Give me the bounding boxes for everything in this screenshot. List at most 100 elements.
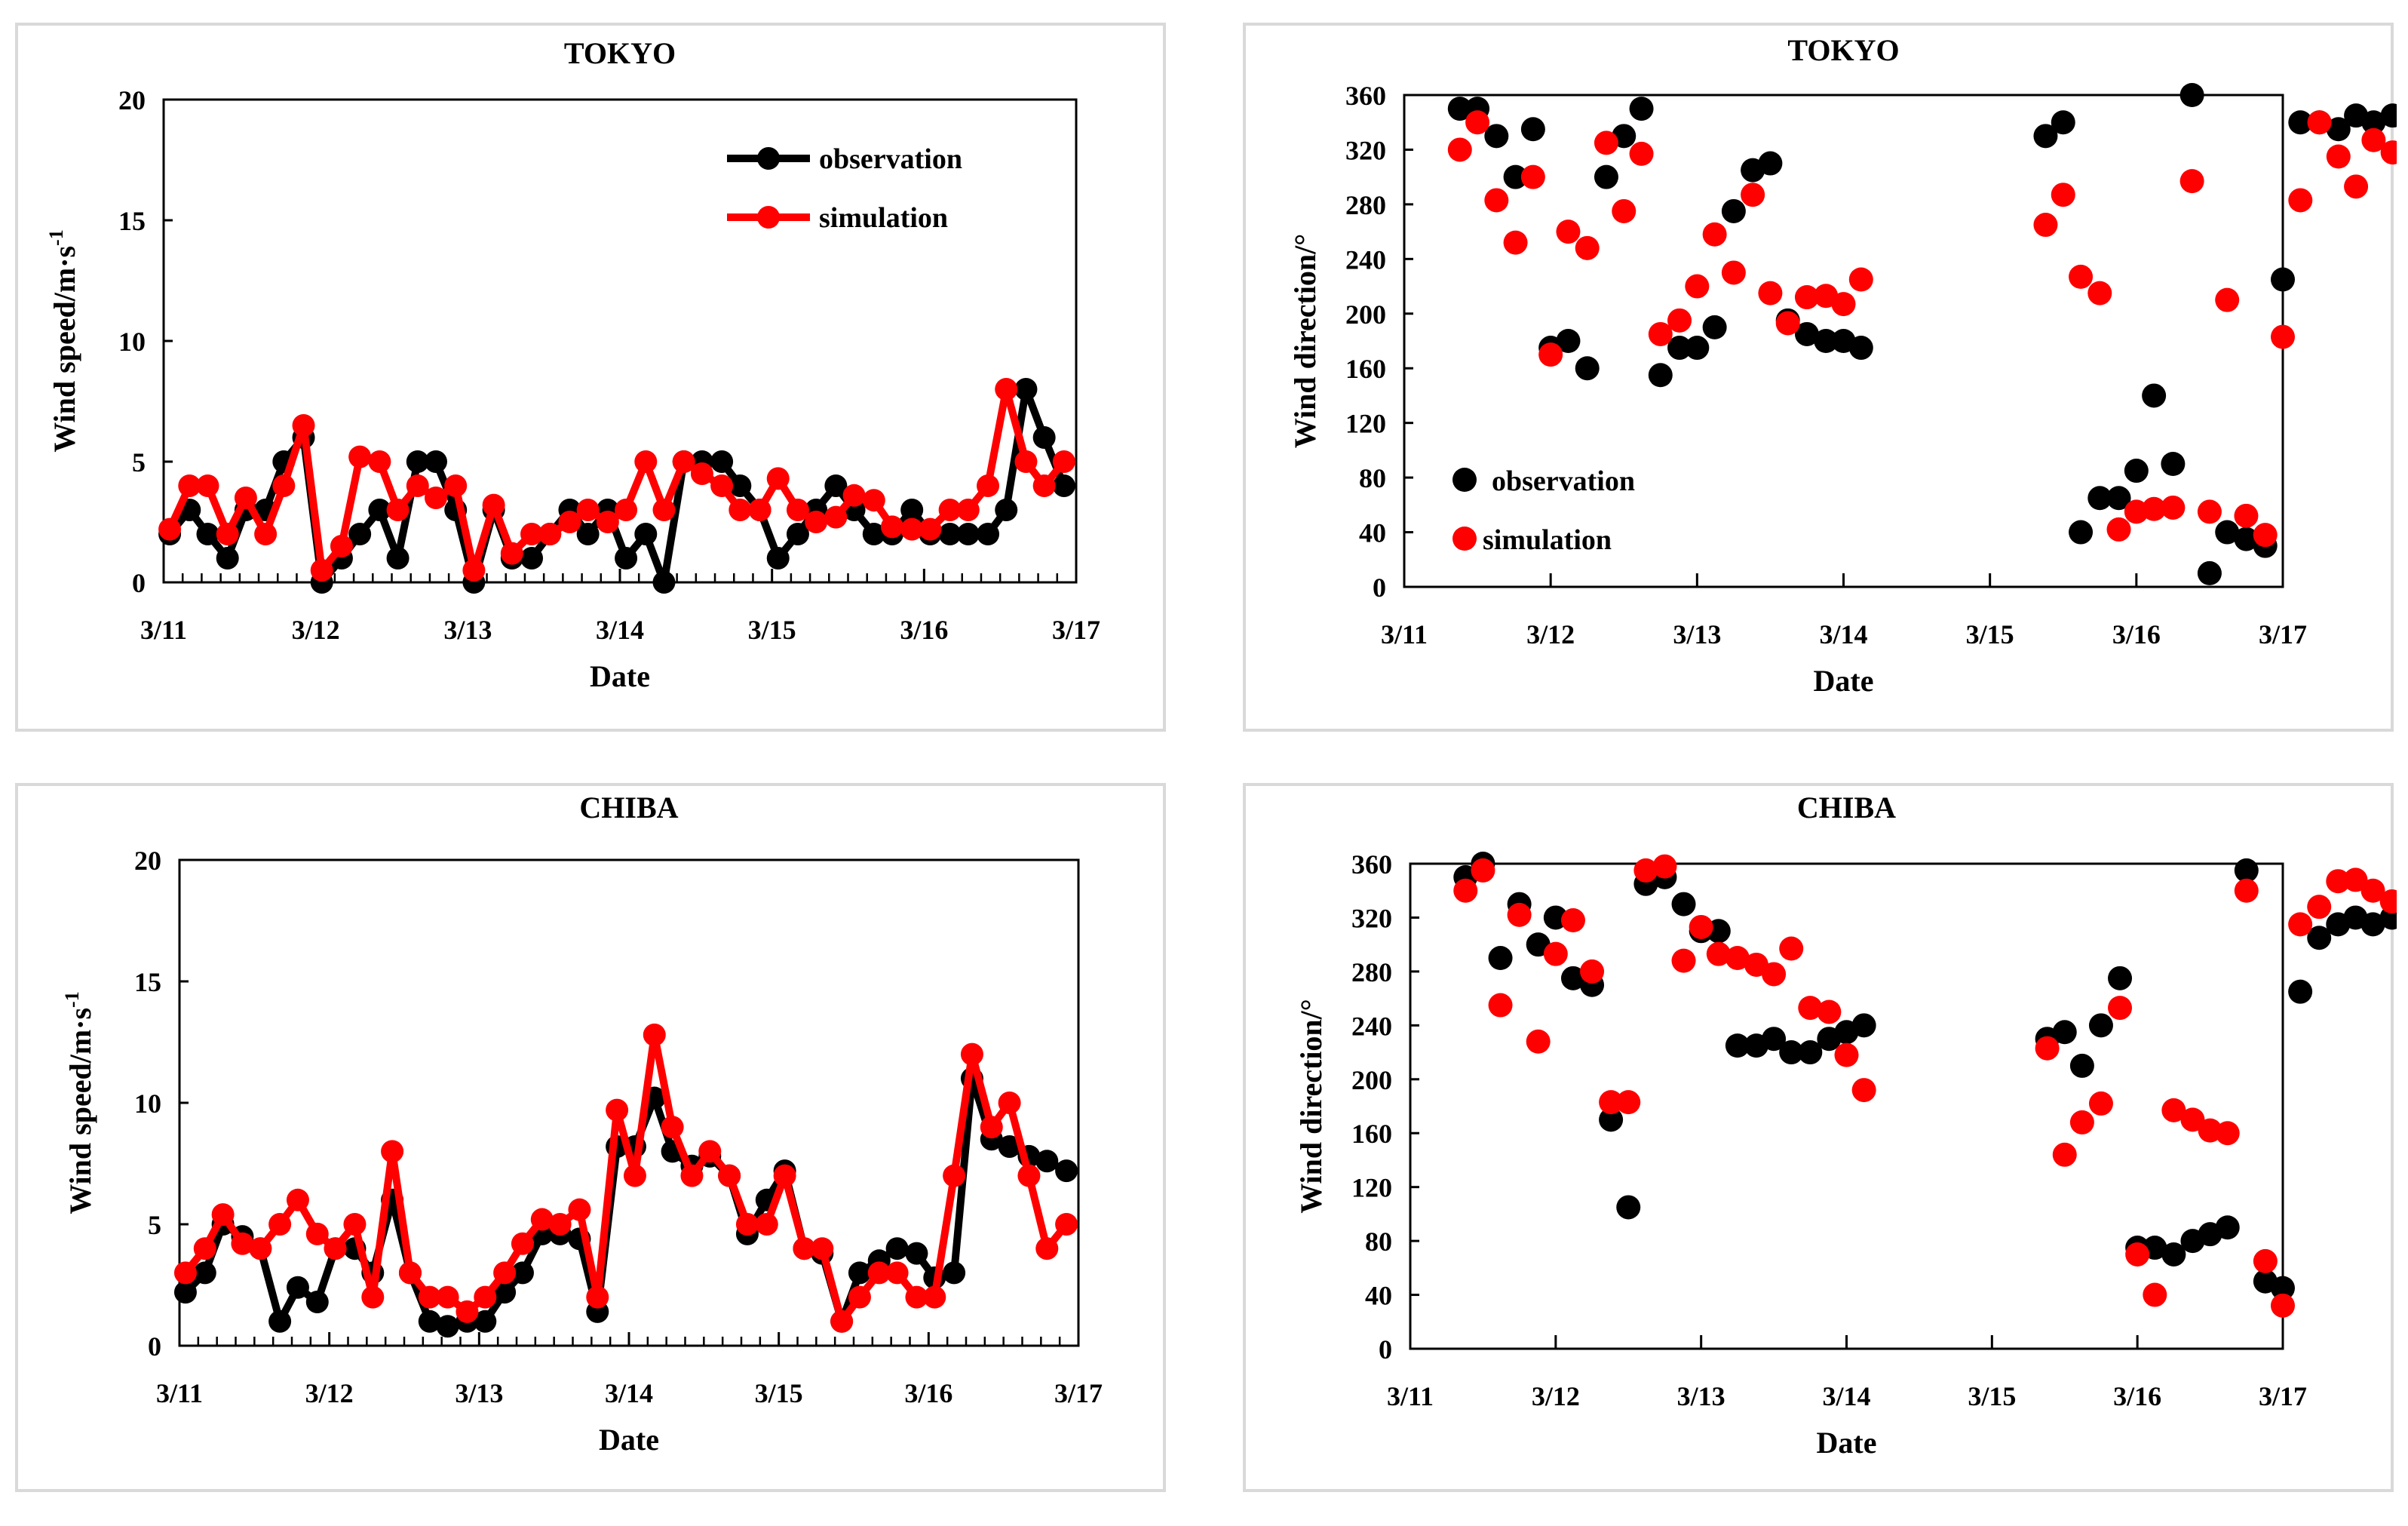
simulation-point xyxy=(398,1261,422,1285)
x-axis-label: Date xyxy=(1817,1426,1877,1460)
simulation-point xyxy=(943,1164,966,1187)
panel-chiba-wind-direction: CHIBA 0 40 80 120 160 200 240 280 320 360 3/11 3/12 3… xyxy=(1243,783,2397,1492)
observation-point xyxy=(1035,1150,1059,1173)
simulation-point xyxy=(456,1300,479,1323)
chart-chiba-wind-speed: CHIBA 0 5 10 15 20 3/11 3/12 3/13 3/14 3/15 3/16 3/1… xyxy=(61,791,1103,1457)
simulation-point xyxy=(919,517,942,541)
simulation-point xyxy=(848,1285,871,1309)
x-tick-label: 3/11 xyxy=(156,1378,203,1408)
simulation-point xyxy=(558,511,581,533)
simulation-point xyxy=(330,535,353,557)
simulation-point xyxy=(748,499,771,521)
observation-point xyxy=(710,450,734,473)
y-axis-label-superscript: -1 xyxy=(61,991,83,1008)
y-tick-label: 80 xyxy=(1365,1227,1392,1257)
simulation-point xyxy=(158,517,182,541)
simulation-point xyxy=(211,1203,235,1227)
y-tick-label: 5 xyxy=(148,1210,161,1240)
simulation-point xyxy=(1817,999,1842,1024)
observation-point xyxy=(1848,336,1873,361)
observation-point xyxy=(418,1310,441,1333)
y-axis-label: Wind direction/° xyxy=(1294,999,1328,1214)
y-tick-label: 15 xyxy=(118,206,146,236)
observation-point xyxy=(1814,329,1839,353)
x-tick-label: 3/12 xyxy=(292,615,340,645)
simulation-point xyxy=(1667,308,1692,333)
legend-label-simulation: simulation xyxy=(819,202,948,234)
y-axis-label-main: Wind speed/m·s xyxy=(63,1008,97,1214)
simulation-point xyxy=(2271,1293,2295,1318)
observation-point xyxy=(348,523,372,545)
observation-point xyxy=(2288,110,2313,135)
simulation-point xyxy=(436,1285,459,1309)
chart-tokyo-wind-speed: TOKYO 0 5 10 15 20 3/11 3/12 3/13 3/14 3/15 3/16 3/1… xyxy=(45,36,1100,693)
observation-point xyxy=(998,1135,1021,1158)
simulation-point xyxy=(998,1092,1021,1114)
observation-point xyxy=(995,499,1018,521)
simulation-point xyxy=(406,474,429,497)
simulation-point xyxy=(292,414,315,437)
observation-point xyxy=(2234,527,2259,551)
legend-marker-observation xyxy=(757,147,780,170)
observation-point xyxy=(1616,1195,1641,1220)
observation-point xyxy=(2108,966,2133,990)
simulation-point xyxy=(511,1232,534,1255)
simulation-point xyxy=(520,523,544,545)
simulation-point xyxy=(381,1140,404,1163)
simulation-point xyxy=(286,1188,309,1211)
observation-point xyxy=(1779,1040,1804,1065)
observation-point xyxy=(2271,267,2295,292)
simulation-point xyxy=(1779,936,1804,961)
simulation-point xyxy=(652,499,676,521)
panel-tokyo-wind-direction: TOKYO 0 40 80 120 160 200 240 280 320 360 3/11 3/12 3… xyxy=(1243,23,2397,732)
observation-point xyxy=(2197,560,2222,585)
observation-point xyxy=(766,547,790,570)
simulation-point xyxy=(905,1285,928,1309)
observation-point xyxy=(520,547,544,570)
simulation-point xyxy=(862,489,885,512)
simulation-point xyxy=(2142,496,2167,521)
series-observation xyxy=(158,378,1075,594)
simulation-point xyxy=(444,474,468,497)
simulation-point xyxy=(634,450,658,473)
y-axis-label: Wind speed/m·s-1 xyxy=(61,991,97,1214)
simulation-point xyxy=(2379,889,2397,914)
observation-point xyxy=(615,547,638,570)
simulation-point xyxy=(196,474,219,497)
observation-point xyxy=(1702,315,1727,339)
x-tick-label: 3/17 xyxy=(1052,615,1100,645)
observation-point xyxy=(1575,356,1600,381)
simulation-point xyxy=(1706,941,1731,966)
y-tick-label: 120 xyxy=(1345,409,1386,439)
x-tick-label: 3/15 xyxy=(1968,1381,2016,1411)
simulation-point xyxy=(462,559,486,582)
simulation-point xyxy=(2033,213,2058,238)
simulation-point xyxy=(1447,137,1472,162)
simulation-point xyxy=(956,499,980,521)
observation-point xyxy=(848,1261,871,1285)
observation-point xyxy=(977,523,1000,545)
y-tick-label: 5 xyxy=(132,447,146,477)
simulation-point xyxy=(2360,878,2385,903)
x-tick-label: 3/14 xyxy=(596,615,644,645)
simulation-point xyxy=(2197,499,2222,524)
simulation-point xyxy=(615,499,638,521)
simulation-point xyxy=(2326,869,2351,894)
y-tick-label: 160 xyxy=(1351,1119,1392,1149)
simulation-point xyxy=(249,1237,272,1260)
simulation-point xyxy=(1762,962,1787,987)
observation-point xyxy=(1488,946,1513,971)
y-tick-label: 200 xyxy=(1351,1065,1392,1095)
x-tick-label: 3/13 xyxy=(1673,619,1721,649)
simulation-point xyxy=(2288,912,2313,937)
simulation-point xyxy=(2234,878,2259,903)
simulation-point xyxy=(368,450,391,473)
observation-point xyxy=(193,1261,216,1285)
y-tick-label: 280 xyxy=(1351,957,1392,987)
observation-point xyxy=(1599,1107,1624,1132)
legend: observation simulation xyxy=(1452,465,1635,556)
simulation-point xyxy=(2161,495,2186,520)
chart-title: TOKYO xyxy=(1787,33,1899,67)
simulation-point xyxy=(2106,517,2131,542)
observation-point xyxy=(1594,164,1618,189)
